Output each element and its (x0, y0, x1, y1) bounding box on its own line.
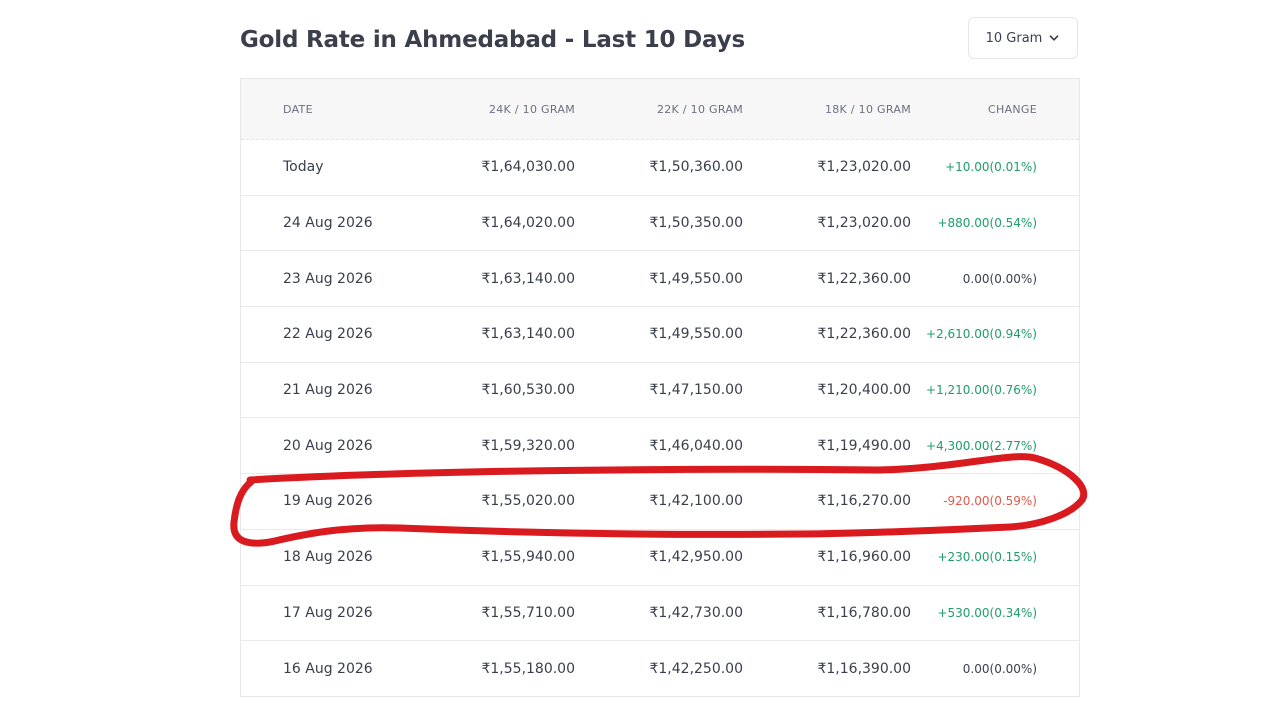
cell-change: 0.00(0.00%) (962, 271, 1037, 286)
cell-change: +2,610.00(0.94%) (926, 327, 1037, 342)
cell-date: 20 Aug 2026 (283, 437, 373, 454)
cell-change: +1,210.00(0.76%) (926, 383, 1037, 398)
cell-22k: ₹1,50,360.00 (649, 159, 743, 176)
cell-24k: ₹1,55,940.00 (481, 549, 575, 566)
cell-22k: ₹1,42,950.00 (649, 549, 743, 566)
cell-18k: ₹1,16,960.00 (817, 549, 911, 566)
cell-change: +880.00(0.54%) (937, 216, 1037, 231)
cell-24k: ₹1,59,320.00 (481, 437, 575, 454)
cell-18k: ₹1,16,270.00 (817, 493, 911, 510)
cell-18k: ₹1,23,020.00 (817, 159, 911, 176)
table-body: Today ₹1,64,030.00 ₹1,50,360.00 ₹1,23,020.0… (241, 140, 1079, 697)
cell-change: +10.00(0.01%) (945, 160, 1037, 175)
column-header-18k: 18K / 10 GRAM (824, 102, 911, 116)
cell-24k: ₹1,64,030.00 (481, 159, 575, 176)
cell-18k: ₹1,19,490.00 (817, 437, 911, 454)
cell-18k: ₹1,22,360.00 (817, 326, 911, 343)
table-header: DATE 24K / 10 GRAM 22K / 10 GRAM 18K / 1… (241, 79, 1079, 140)
column-header-22k: 22K / 10 GRAM (656, 102, 743, 116)
cell-22k: ₹1,46,040.00 (649, 437, 743, 454)
table-row: 17 Aug 2026 ₹1,55,710.00 ₹1,42,730.00 ₹1,16… (241, 586, 1079, 642)
cell-24k: ₹1,55,710.00 (481, 604, 575, 621)
cell-18k: ₹1,16,780.00 (817, 604, 911, 621)
cell-18k: ₹1,16,390.00 (817, 661, 911, 678)
cell-date: 24 Aug 2026 (283, 215, 373, 232)
cell-change: +230.00(0.15%) (937, 550, 1037, 565)
cell-22k: ₹1,42,250.00 (649, 661, 743, 678)
column-header-24k: 24K / 10 GRAM (488, 102, 575, 116)
unit-select-value: 10 Gram (985, 30, 1043, 46)
cell-24k: ₹1,63,140.00 (481, 270, 575, 287)
cell-24k: ₹1,63,140.00 (481, 326, 575, 343)
chevron-down-icon (1048, 32, 1060, 44)
cell-date: 23 Aug 2026 (283, 270, 373, 287)
cell-22k: ₹1,42,730.00 (649, 604, 743, 621)
cell-change: 0.00(0.00%) (962, 662, 1037, 677)
table-row: 21 Aug 2026 ₹1,60,530.00 ₹1,47,150.00 ₹1,20… (241, 363, 1079, 419)
cell-date: Today (283, 159, 324, 176)
cell-22k: ₹1,47,150.00 (649, 382, 743, 399)
table-row: 24 Aug 2026 ₹1,64,020.00 ₹1,50,350.00 ₹1,23… (241, 196, 1079, 252)
table-row: 20 Aug 2026 ₹1,59,320.00 ₹1,46,040.00 ₹1,19… (241, 418, 1079, 475)
cell-date: 18 Aug 2026 (283, 549, 373, 566)
cell-22k: ₹1,42,100.00 (649, 493, 743, 510)
cell-24k: ₹1,60,530.00 (481, 382, 575, 399)
cell-22k: ₹1,49,550.00 (649, 270, 743, 287)
cell-date: 19 Aug 2026 (283, 493, 373, 510)
cell-18k: ₹1,22,360.00 (817, 270, 911, 287)
cell-24k: ₹1,55,180.00 (481, 661, 575, 678)
table-row: 23 Aug 2026 ₹1,63,140.00 ₹1,49,550.00 ₹1,22… (241, 251, 1079, 308)
cell-24k: ₹1,64,020.00 (481, 215, 575, 232)
page-title: Gold Rate in Ahmedabad - Last 10 Days (240, 27, 745, 53)
cell-change: +530.00(0.34%) (937, 605, 1037, 620)
column-header-date: DATE (283, 102, 313, 116)
cell-24k: ₹1,55,020.00 (481, 493, 575, 510)
table-row: Today ₹1,64,030.00 ₹1,50,360.00 ₹1,23,020.0… (241, 140, 1079, 196)
cell-18k: ₹1,23,020.00 (817, 215, 911, 232)
column-header-change: CHANGE (988, 102, 1037, 116)
table-row: 18 Aug 2026 ₹1,55,940.00 ₹1,42,950.00 ₹1,16… (241, 530, 1079, 586)
cell-change: +4,300.00(2.77%) (926, 438, 1037, 453)
unit-select-dropdown[interactable]: 10 Gram (968, 17, 1078, 59)
cell-change: -920.00(0.59%) (943, 494, 1037, 509)
cell-date: 17 Aug 2026 (283, 604, 373, 621)
cell-22k: ₹1,49,550.00 (649, 326, 743, 343)
table-row: 16 Aug 2026 ₹1,55,180.00 ₹1,42,250.00 ₹1,16… (241, 641, 1079, 697)
cell-date: 21 Aug 2026 (283, 382, 373, 399)
cell-18k: ₹1,20,400.00 (817, 382, 911, 399)
table-row: 19 Aug 2026 ₹1,55,020.00 ₹1,42,100.00 ₹1,16… (241, 474, 1079, 530)
table-row: 22 Aug 2026 ₹1,63,140.00 ₹1,49,550.00 ₹1,22… (241, 307, 1079, 363)
cell-date: 22 Aug 2026 (283, 326, 373, 343)
cell-date: 16 Aug 2026 (283, 661, 373, 678)
cell-22k: ₹1,50,350.00 (649, 215, 743, 232)
gold-rate-table: DATE 24K / 10 GRAM 22K / 10 GRAM 18K / 1… (240, 78, 1080, 697)
